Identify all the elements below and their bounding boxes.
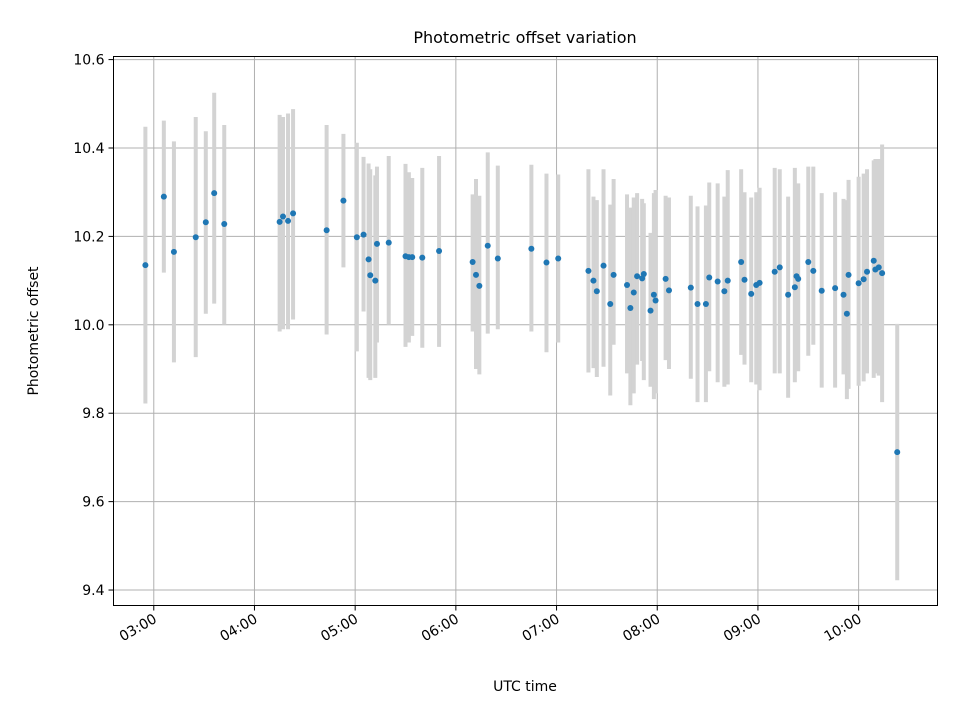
data-point [694,301,701,308]
y-tick-label: 9.8 [82,406,104,422]
data-point [285,217,292,224]
data-point [875,264,882,271]
data-point [840,291,847,298]
data-point [276,218,283,225]
data-point [810,267,817,274]
data-point [870,257,877,264]
data-point [748,290,755,297]
data-point [647,307,654,314]
data-point [771,268,778,275]
data-point [879,270,886,277]
data-point [472,271,479,278]
y-tick-label: 10.6 [73,53,104,69]
data-point [142,262,149,269]
data-point [202,219,209,226]
data-point [419,254,426,261]
data-point [624,282,631,289]
data-point [630,289,637,296]
x-axis-label: UTC time [493,679,557,695]
data-point [845,271,852,278]
data-point [600,262,607,269]
data-point [738,259,745,266]
data-point [367,272,374,279]
data-point [585,267,592,274]
chart-title: Photometric offset variation [413,28,636,47]
data-point [610,271,617,278]
data-point [365,256,372,263]
data-point [192,234,199,241]
data-point [590,277,597,284]
y-tick-label: 9.6 [82,495,104,511]
plot-frame [113,56,938,606]
data-point [714,278,721,285]
y-tick-label: 9.4 [82,583,104,599]
data-point [372,277,379,284]
data-point [791,284,798,291]
data-point [843,310,850,317]
data-point [170,248,177,255]
data-point [756,279,763,286]
x-tick-label: 04:00 [218,611,261,645]
data-point [409,254,416,261]
x-tick-label: 09:00 [721,611,764,645]
y-axis-label: Photometric offset [26,266,42,396]
error-bars [143,92,900,581]
y-tick-label: 10.0 [73,318,104,334]
x-tick-label: 06:00 [419,611,462,645]
data-point [593,288,600,295]
y-tick-label: 10.2 [73,229,104,245]
data-point [476,282,483,289]
data-point [373,240,380,247]
data-point [436,247,443,254]
data-point [160,193,167,200]
data-point [687,284,694,291]
x-tick-label: 03:00 [117,611,160,645]
data-point [805,259,812,266]
data-point [832,285,839,292]
data-point [741,276,748,283]
data-point [864,268,871,275]
data-point [855,280,862,287]
data-point [211,190,218,197]
x-tick-label: 08:00 [620,611,663,645]
data-point [353,234,360,241]
data-point [543,259,550,266]
data-point [484,242,491,249]
data-point [634,273,641,280]
data-point [724,277,731,284]
data-point [665,287,672,294]
data-point [340,197,347,204]
data-point [795,275,802,282]
data-point [652,297,659,304]
data-point [702,301,709,308]
data-point [528,245,535,252]
data-point [662,275,669,282]
data-point [290,210,297,217]
data-point [640,270,647,277]
data-point [323,227,330,234]
data-point [221,221,228,228]
y-tick-label: 10.4 [73,141,104,157]
data-point [650,291,657,298]
data-point [785,291,792,298]
data-point [894,449,901,456]
x-tick-label: 07:00 [520,611,563,645]
data-point [706,274,713,281]
data-point [555,255,562,262]
data-point [776,264,783,271]
data-point [627,305,634,312]
data-point [860,276,867,283]
x-tick-label: 10:00 [822,611,865,645]
x-tick-label: 05:00 [318,611,361,645]
data-points [142,190,901,456]
data-point [469,259,476,266]
data-point [818,287,825,294]
data-point [279,213,286,220]
data-point [721,288,728,295]
data-point [360,231,367,238]
data-point [385,239,392,246]
data-point [494,255,501,262]
data-point [607,301,614,308]
